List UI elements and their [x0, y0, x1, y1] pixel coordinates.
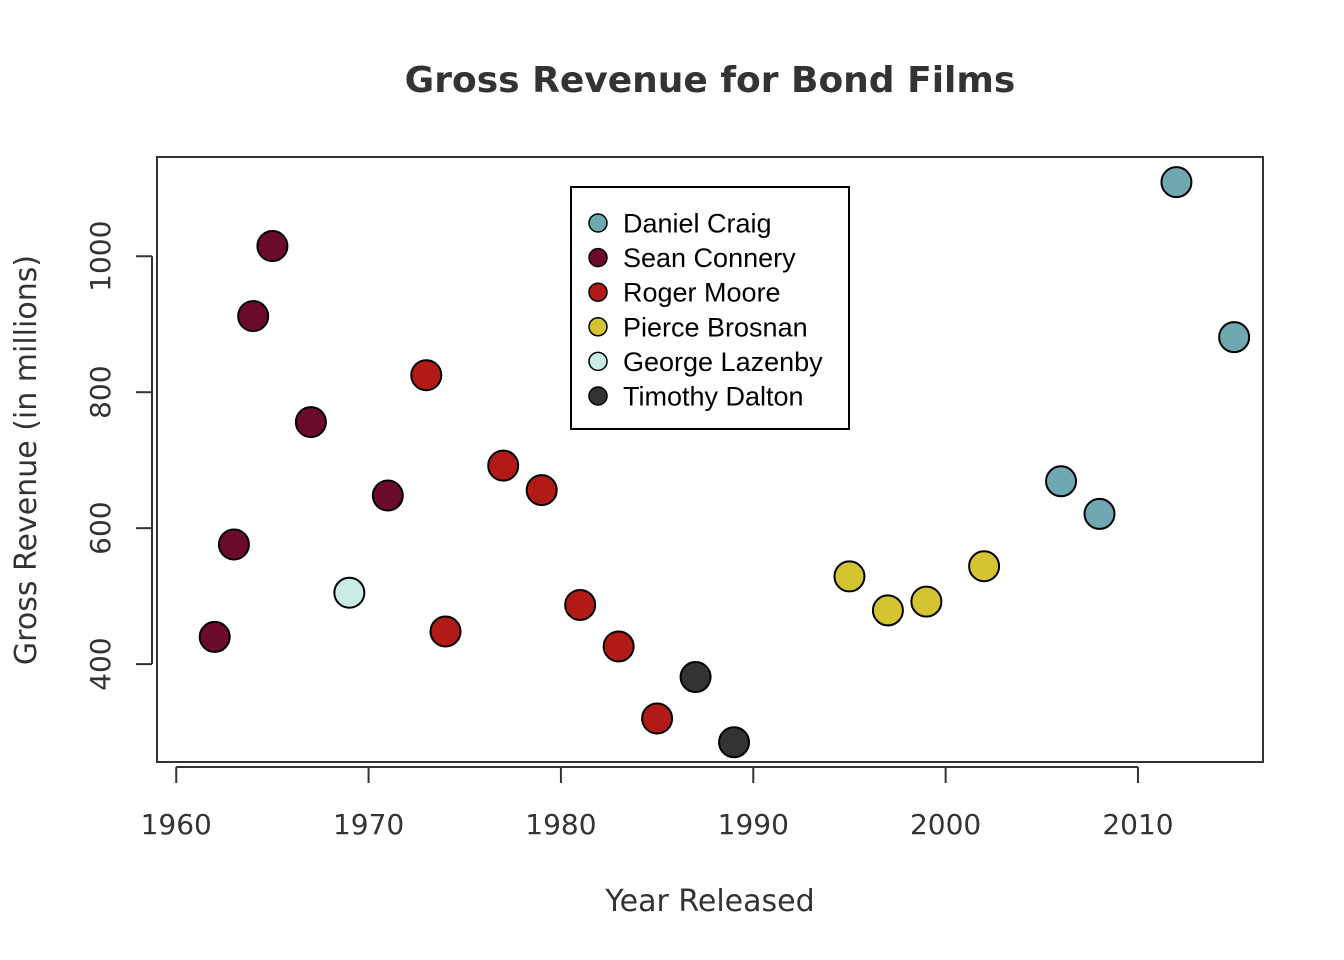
legend-label: Daniel Craig	[623, 209, 772, 239]
x-axis: 1960 1970 1980 1990 2000 2010	[141, 766, 1174, 841]
x-tick-label: 1960	[141, 808, 212, 841]
y-axis-label: Gross Revenue (in millions)	[9, 255, 44, 665]
x-tick-label: 2010	[1102, 808, 1173, 841]
plot-frame	[156, 156, 1264, 763]
y-axis: 400 600 800 1000	[84, 221, 153, 691]
legend-marker	[588, 282, 608, 302]
y-tick-label: 1000	[84, 221, 117, 292]
y-tick-label: 800	[84, 365, 117, 418]
data-point	[410, 359, 443, 392]
data-point	[679, 661, 712, 694]
data-point	[294, 406, 327, 439]
legend-label: Roger Moore	[623, 278, 781, 308]
legend-label: George Lazenby	[623, 347, 823, 377]
legend-marker	[588, 386, 608, 406]
data-point	[833, 560, 866, 593]
data-point	[718, 726, 751, 759]
data-point	[237, 300, 270, 333]
y-tick-label: 600	[84, 501, 117, 554]
x-tick-label: 1990	[718, 808, 789, 841]
data-point	[217, 528, 250, 561]
data-points	[198, 166, 1251, 759]
data-point	[525, 474, 558, 507]
y-tick-label: 400	[84, 637, 117, 690]
legend-label: Pierce Brosnan	[623, 312, 808, 342]
data-point	[256, 230, 289, 263]
data-point	[871, 594, 904, 627]
x-tick-label: 2000	[910, 808, 981, 841]
legend-marker	[588, 351, 608, 372]
legend-box	[570, 186, 850, 430]
data-point	[333, 576, 366, 609]
x-tick-label: 1970	[333, 808, 404, 841]
data-point	[429, 615, 462, 648]
data-point	[602, 630, 635, 663]
data-point	[1160, 166, 1193, 199]
chart-title: Gross Revenue for Bond Films	[405, 60, 1016, 101]
data-point	[1045, 465, 1078, 498]
data-point	[371, 479, 404, 512]
x-tick-label: 1980	[525, 808, 596, 841]
data-point	[198, 620, 231, 653]
data-point	[641, 702, 674, 735]
data-point	[564, 588, 597, 621]
data-point	[487, 449, 520, 482]
legend-marker	[588, 317, 608, 337]
legend-marker	[588, 213, 608, 233]
x-axis-label: Year Released	[604, 884, 814, 919]
legend-label: Timothy Dalton	[623, 382, 804, 412]
legend: Daniel Craig Sean Connery Roger Moore Pierc…	[570, 186, 850, 430]
legend-label: Sean Connery	[623, 243, 796, 273]
data-point	[968, 550, 1001, 583]
data-point	[1083, 497, 1116, 530]
legend-marker	[588, 247, 608, 268]
data-point	[1218, 321, 1251, 354]
data-point	[910, 585, 943, 618]
